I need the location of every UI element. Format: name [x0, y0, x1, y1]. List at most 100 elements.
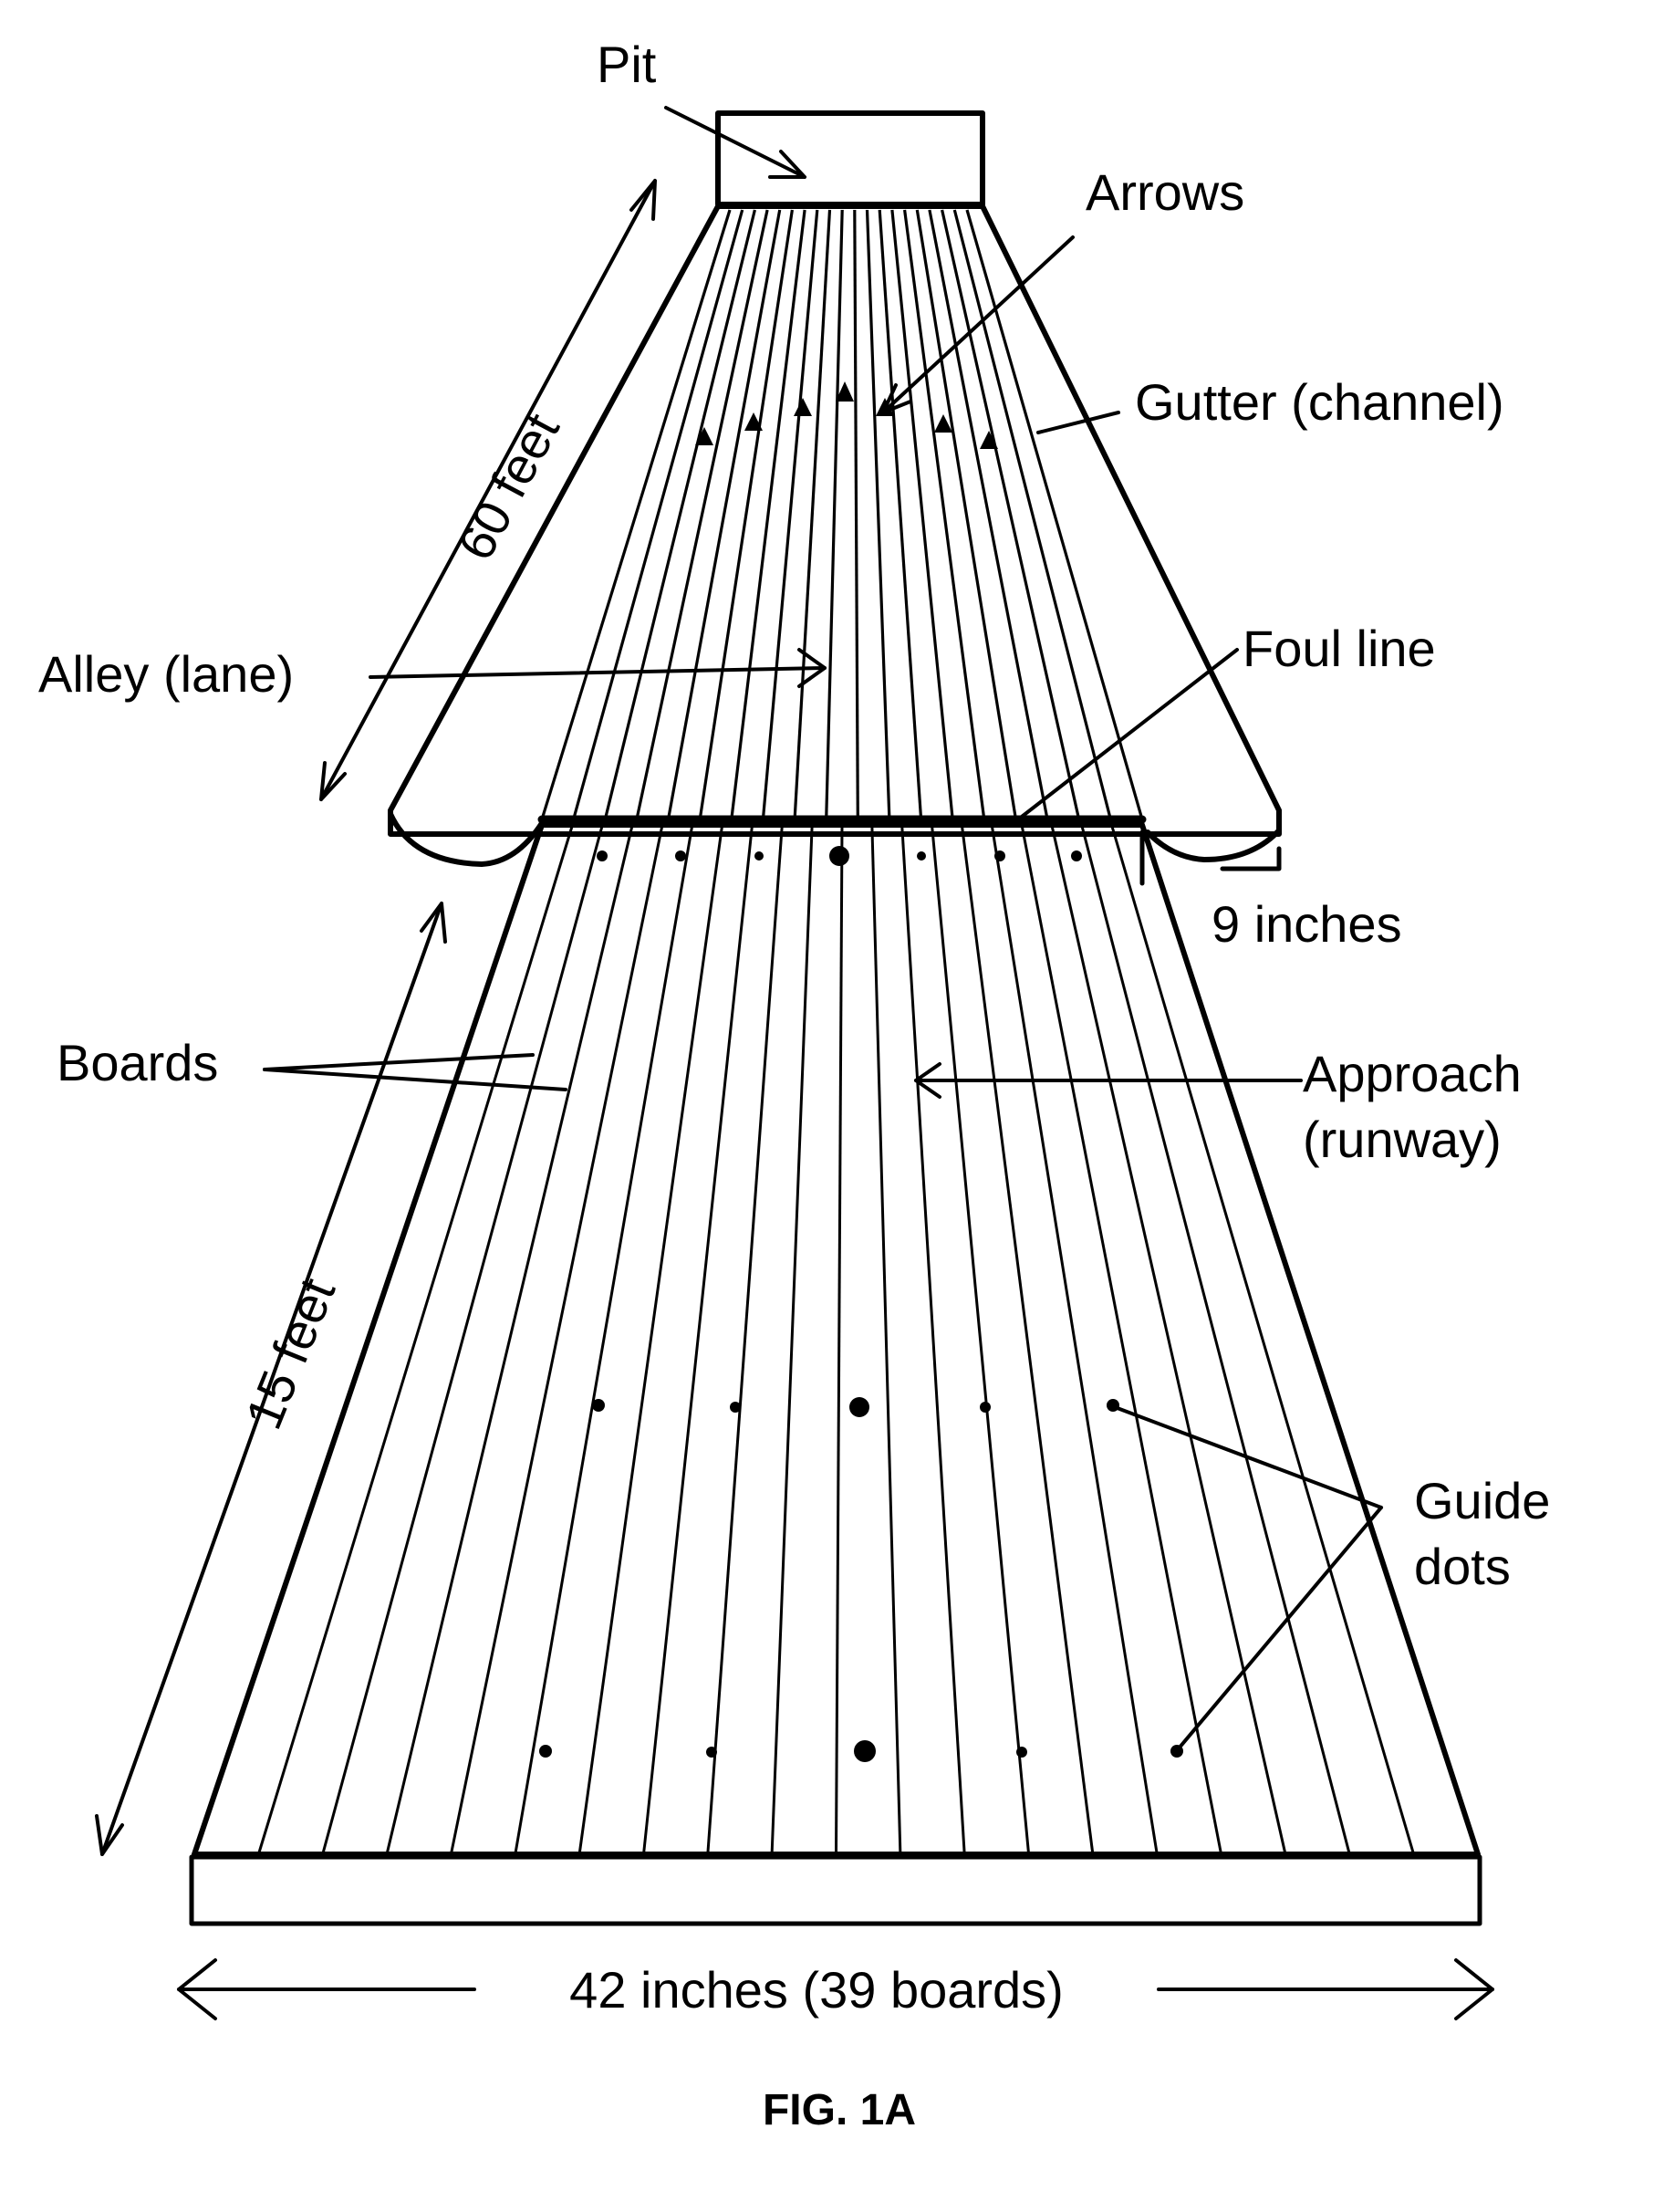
approach-board-line — [991, 826, 1159, 1855]
approach-length-dimension-line — [100, 902, 443, 1856]
lane-board-line — [865, 209, 891, 820]
approach-label-line-1: Approach — [1303, 1045, 1522, 1102]
lane-board-line — [793, 209, 832, 820]
foul-dot — [754, 851, 764, 861]
leader-lines — [95, 106, 1494, 2020]
pit-leader — [664, 106, 806, 179]
approach-boards — [256, 826, 1416, 1855]
boards-leader-upper — [263, 1053, 535, 1071]
approach-board-line — [1080, 826, 1351, 1855]
lane-boards — [540, 209, 1144, 820]
lane-board-line — [761, 209, 819, 820]
lane-board-line — [730, 209, 806, 820]
approach-board-line — [835, 826, 844, 1855]
approach-board-line — [961, 826, 1095, 1855]
lane-board-line — [903, 209, 986, 820]
foul-dot — [994, 850, 1005, 861]
targeting-arrows — [695, 381, 998, 449]
alley-label: Alley (lane) — [38, 645, 294, 703]
approach-board-line — [256, 826, 574, 1855]
alley-leader-arrowhead — [797, 648, 827, 688]
approach-board-line — [706, 826, 784, 1855]
lane-board-line — [853, 209, 859, 820]
arrows-label: Arrows — [1086, 163, 1244, 221]
approach-board-line — [1050, 826, 1287, 1855]
figure-caption: FIG. 1A — [763, 2086, 916, 2134]
approach-board-line — [449, 826, 664, 1855]
approach-board-line — [900, 826, 966, 1855]
approach-label-line-2: (runway) — [1303, 1111, 1502, 1168]
lane-board-line — [915, 209, 1018, 820]
boards-label: Boards — [57, 1034, 218, 1091]
target-arrow-1 — [695, 427, 713, 445]
lane-board-line — [603, 209, 756, 820]
lane-board-line — [666, 209, 782, 820]
lane-structure — [189, 110, 1482, 1926]
right-gutter-end — [1145, 828, 1282, 862]
pit-label: Pit — [597, 36, 657, 93]
guide-dot-center — [854, 1740, 876, 1762]
width-arrowhead-right — [1454, 1958, 1494, 2020]
target-arrow-2 — [744, 412, 763, 431]
foul-line-label: Foul line — [1243, 620, 1436, 677]
guide-dots-row-1 — [592, 1397, 1119, 1417]
guide-dot — [592, 1399, 605, 1412]
approach-board-line — [931, 826, 1031, 1855]
boards-leader-lower — [263, 1068, 567, 1091]
arrows-leader — [881, 235, 1075, 414]
lane-board-line — [635, 209, 769, 820]
guide-dots-leader-lower — [1177, 1506, 1383, 1750]
lane-board-line — [572, 209, 744, 820]
width-arrowhead-left — [177, 1958, 217, 2020]
approach-board-line — [514, 826, 693, 1855]
lane-board-line — [941, 209, 1081, 820]
guide-dots-leader-upper — [1113, 1405, 1383, 1509]
approach-board-line — [1020, 826, 1223, 1855]
guide-dots-label-line-2: dots — [1414, 1538, 1511, 1595]
gutter-leader — [1036, 411, 1120, 434]
foul-dot — [917, 851, 926, 861]
approach-length-arrowhead-top — [420, 902, 447, 944]
approach-board-line — [870, 826, 902, 1855]
pit-leader-arrowhead — [768, 150, 806, 179]
foul-dot — [597, 850, 608, 861]
approach-leader-arrowhead — [914, 1062, 941, 1099]
width-label: 42 inches (39 boards) — [569, 1961, 1064, 2019]
guide-dot — [980, 1402, 991, 1413]
lane-board-line — [540, 209, 732, 820]
lane-length-dimension-line — [319, 179, 657, 801]
approach-length-label: 15 feet — [234, 1270, 347, 1437]
alley-leader — [369, 666, 827, 679]
right-gutter-tick — [1139, 830, 1282, 886]
foul-dot — [675, 850, 686, 861]
foul-dot-center — [829, 846, 849, 866]
approach-outline — [192, 822, 1481, 1857]
guide-dot — [539, 1745, 552, 1758]
approach-board-line — [577, 826, 723, 1855]
approach-board-line — [385, 826, 634, 1855]
guide-dots-row-2 — [539, 1740, 1183, 1762]
approach-board-line — [321, 826, 604, 1855]
arrows-leader-arrowhead — [881, 383, 912, 414]
target-arrow-4 — [836, 381, 854, 402]
lane-board-line — [825, 209, 844, 820]
lane-length-label: 60 feet — [446, 403, 570, 569]
lane-board-line — [890, 209, 954, 820]
guide-dot — [1016, 1747, 1027, 1758]
target-arrow-3 — [794, 398, 812, 416]
lane-board-line — [928, 209, 1049, 820]
lane-length-arrowhead-top — [629, 179, 657, 221]
foul-line-leader — [1016, 648, 1239, 821]
foul-dot — [1071, 850, 1082, 861]
target-arrow-7 — [980, 431, 998, 449]
foul-line-dots — [597, 846, 1082, 866]
gutter-width-label: 9 inches — [1212, 895, 1402, 953]
guide-dot — [730, 1402, 741, 1413]
guide-dots-label-line-1: Guide — [1414, 1472, 1550, 1529]
left-gutter-end — [388, 811, 545, 867]
approach-board-line — [642, 826, 754, 1855]
approach-board-line — [1110, 826, 1416, 1855]
guide-dot — [706, 1747, 717, 1758]
pit-box — [715, 110, 985, 207]
